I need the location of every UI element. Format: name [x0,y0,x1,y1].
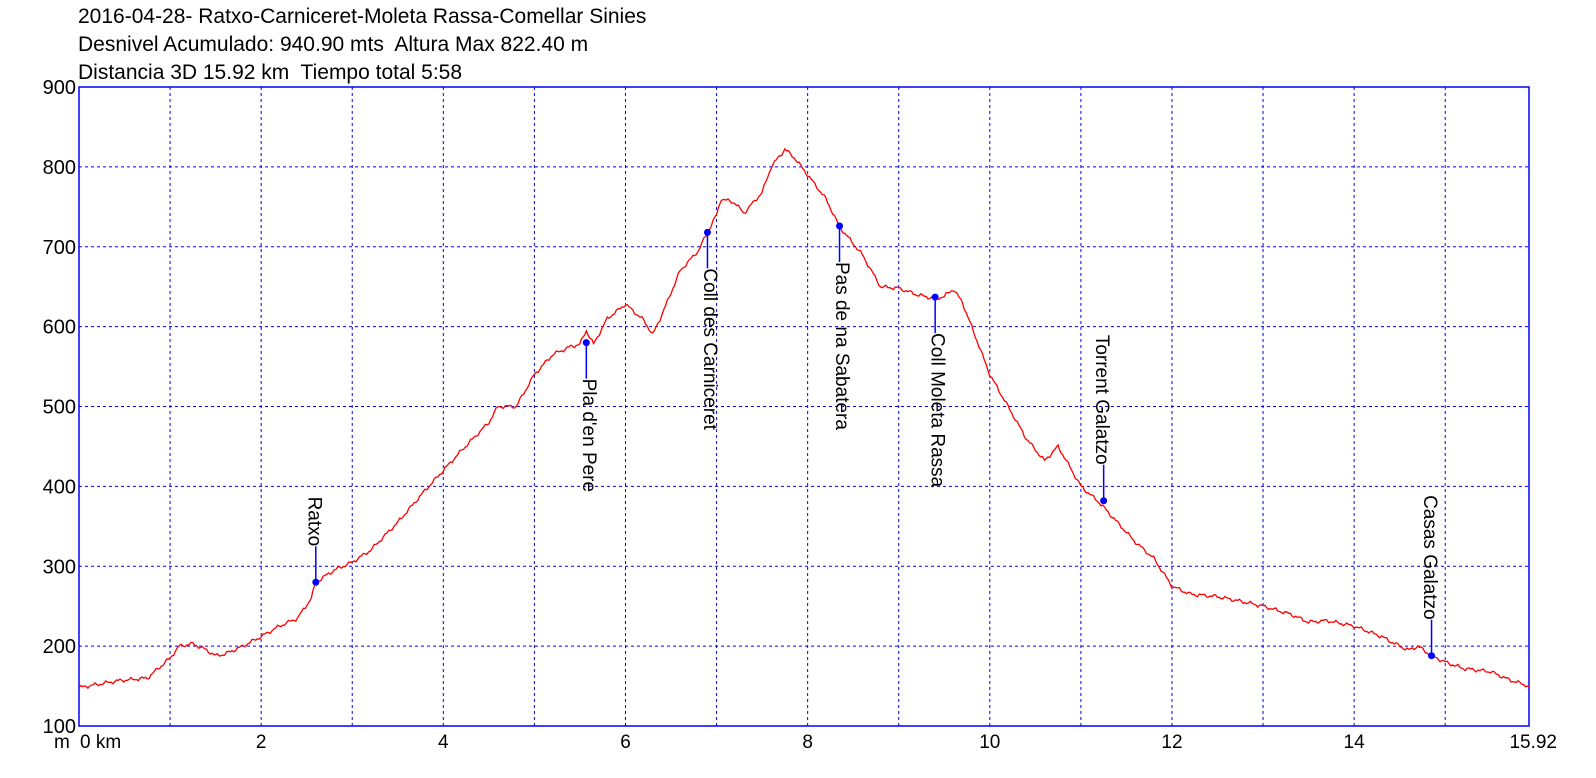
y-tick-label: 700 [43,237,76,259]
waypoint-annotation: Pas de na Sabatera [831,222,852,430]
waypoint-label: Ratxo [303,497,324,547]
chart-title-line-2: Desnivel Acumulado: 940.90 mts Altura Ma… [78,33,589,56]
y-tick-label: 300 [43,556,76,578]
waypoint-label: Pla d'en Pere [578,379,599,492]
waypoint-label: Coll Moleta Rassa [927,333,948,488]
waypoint-annotation: Pla d'en Pere [578,339,599,492]
x-tick-label: 0 km [80,732,121,753]
elevation-line [78,147,1530,690]
y-tick-label: 600 [43,317,76,339]
x-tick-label: 6 [620,732,631,753]
plot-frame [78,86,1530,727]
x-tick-label: 15.92 [1509,732,1557,753]
y-axis-unit: m [54,732,70,753]
waypoint-annotation: Coll des Carniceret [699,228,720,431]
waypoint-marker [1100,497,1108,505]
x-axis-ticks: 0 km 2 4 6 8 10 12 14 15.92 [80,732,1557,753]
waypoint-marker [582,339,590,347]
y-tick-label: 200 [43,636,76,658]
y-tick-label: 100 [43,716,76,738]
waypoint-marker [836,222,844,230]
waypoint-marker [703,228,711,236]
y-tick-label: 900 [43,77,76,99]
chart-title-line-1: 2016-04-28- Ratxo-Carniceret-Moleta Rass… [78,5,647,28]
waypoint-annotations: Ratxo Pla d'en Pere Coll des Carniceret Pas… [303,222,1440,660]
waypoint-annotation: Casas Galatzo [1419,495,1440,660]
waypoint-marker [312,578,320,586]
waypoint-label: Torrent Galatzo [1091,335,1112,465]
x-tick-label: 12 [1161,732,1182,753]
waypoint-annotation: Ratxo [303,497,324,586]
waypoint-annotation: Coll Moleta Rassa [927,293,948,488]
y-axis-ticks: 100 200 300 400 500 600 700 800 900 [43,77,76,738]
x-tick-label: 14 [1344,732,1366,753]
waypoint-label: Casas Galatzo [1419,495,1440,620]
x-tick-label: 10 [979,732,1000,753]
waypoint-marker [931,293,939,301]
y-tick-label: 500 [43,397,76,419]
x-tick-label: 8 [802,732,813,753]
y-tick-label: 400 [43,476,76,498]
waypoint-label: Pas de na Sabatera [831,262,852,430]
waypoint-annotation: Torrent Galatzo [1091,335,1112,505]
waypoint-marker [1428,652,1436,660]
x-tick-label: 2 [256,732,267,753]
chart-title-line-3: Distancia 3D 15.92 km Tiempo total 5:58 [78,61,463,84]
x-tick-label: 4 [438,732,449,753]
y-tick-label: 800 [43,157,76,179]
waypoint-label: Coll des Carniceret [699,268,720,430]
grid [79,87,1529,726]
